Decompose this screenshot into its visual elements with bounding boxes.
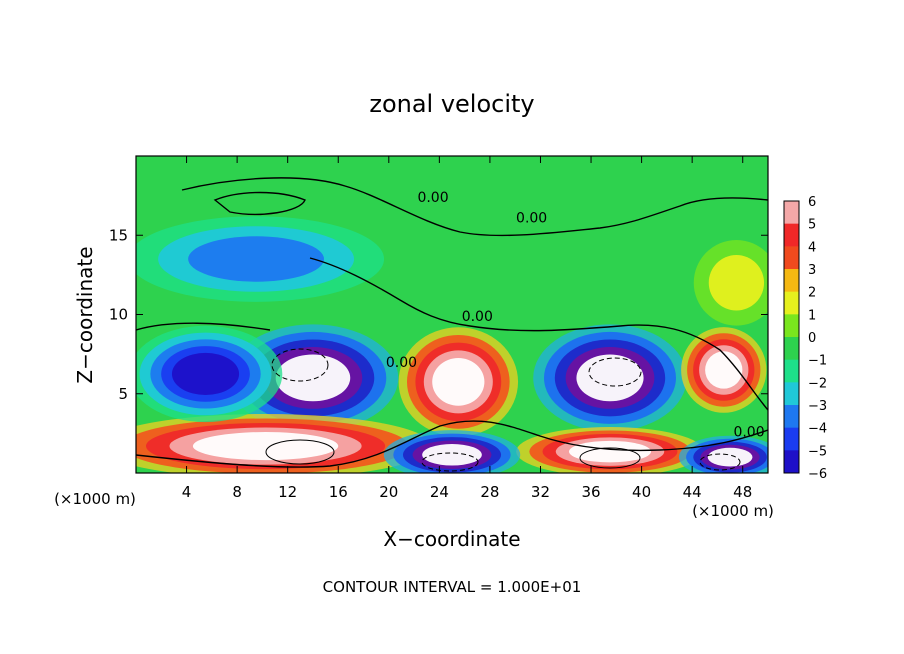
colorbar-swatch: [784, 246, 799, 270]
colorbar-swatch: [784, 291, 799, 315]
x-tick-label: 12: [278, 483, 297, 501]
zero-contour-line: [181, 177, 768, 237]
chart-title: zonal velocity: [369, 90, 534, 118]
x-tick-label: 44: [683, 483, 702, 501]
velocity-feature: [681, 327, 767, 413]
colorbar-tick-label: 4: [808, 240, 816, 255]
x-tick-label: 8: [232, 483, 242, 501]
contour-label: 0.00: [417, 190, 448, 206]
zero-contours: [136, 177, 768, 472]
velocity-feature: [678, 435, 768, 473]
colorbar-tick-label: 1: [808, 308, 816, 323]
y-tick-label: 5: [118, 385, 128, 403]
feature-level: [568, 440, 652, 463]
feature-level: [576, 354, 644, 402]
y-tick-label: 10: [109, 306, 128, 324]
colorbar-tick-label: 3: [808, 263, 816, 278]
x-tick-label: 40: [632, 483, 651, 501]
feature-level: [708, 255, 765, 311]
feature-level: [422, 444, 482, 466]
contour-label: 0.00: [516, 211, 547, 227]
colorbar-swatch: [784, 382, 799, 406]
plot-area: 0.00 0.00 0.00 0.00 0.00: [135, 155, 769, 474]
velocity-feature: [136, 216, 385, 302]
colorbar-swatch: [784, 405, 799, 429]
velocity-feature: [227, 324, 399, 432]
x-tick-label: 36: [581, 483, 600, 501]
x-axis: 4 8 12 16 20 24 28 32 36 40 44 48: [182, 156, 752, 501]
x-axis-label: X−coordinate: [383, 527, 520, 551]
x-unit-left: (×1000 m): [54, 490, 136, 508]
zero-contour-line: [213, 191, 306, 216]
x-tick-label: 20: [379, 483, 398, 501]
x-tick-label: 48: [733, 483, 752, 501]
colorbar-swatch: [784, 314, 799, 338]
contour-label: 0.00: [386, 355, 417, 371]
colorbar-tick-label: 5: [808, 218, 816, 233]
x-tick-label: 24: [430, 483, 449, 501]
colorbar-tick-label: 2: [808, 286, 816, 301]
feature-level: [432, 358, 485, 406]
contour-labels: 0.00 0.00 0.00 0.00 0.00: [386, 190, 765, 441]
colorbar-swatch: [784, 269, 799, 293]
x-tick-label: 4: [182, 483, 192, 501]
negative-contour-line: [271, 348, 329, 382]
zero-contour-line: [309, 257, 768, 411]
negative-contour-line: [699, 453, 741, 471]
colorbar-tick-label: 0: [808, 331, 816, 346]
velocity-feature: [383, 430, 521, 473]
colorbar-swatch: [784, 201, 799, 225]
colorbar-frame: [783, 200, 800, 474]
feature-level: [705, 351, 743, 389]
velocity-feature: [693, 240, 768, 326]
colorbar-swatch: [784, 359, 799, 383]
zero-contour-line: [136, 322, 271, 331]
x-tick-label: 32: [531, 483, 550, 501]
contour-interval-note: CONTOUR INTERVAL = 1.000E+01: [323, 578, 582, 596]
colorbar-tick-label: −5: [808, 444, 827, 459]
velocity-feature: [398, 327, 519, 437]
y-axis-label: Z−coordinate: [73, 246, 97, 383]
x-tick-label: 28: [480, 483, 499, 501]
colorbar-tick-label: −4: [808, 422, 827, 437]
y-axis: 5 10 15: [109, 226, 768, 403]
velocity-feature: [136, 325, 283, 423]
velocity-feature: [533, 324, 687, 432]
positive-contour-line: [265, 439, 335, 465]
positive-contour-line: [579, 447, 641, 469]
x-tick-label: 16: [329, 483, 348, 501]
contour-label: 0.00: [462, 309, 493, 325]
colorbar-tick-label: −2: [808, 376, 827, 391]
colorbar: 6 5 4 3 2 1 0 −1 −2 −3 −4 −5 −6: [783, 195, 827, 482]
colorbar-swatch: [784, 223, 799, 247]
velocity-field: [136, 216, 768, 473]
contour-label: 0.00: [733, 425, 764, 441]
colorbar-tick-label: −6: [808, 467, 827, 482]
feature-level: [188, 236, 325, 282]
x-unit-right: (×1000 m): [692, 502, 774, 520]
colorbar-swatch: [784, 450, 799, 474]
negative-contour-line: [588, 357, 642, 387]
negative-contour-line: [421, 452, 479, 472]
velocity-feature: [136, 413, 432, 473]
y-tick-label: 15: [109, 226, 128, 244]
feature-level: [171, 352, 240, 395]
colorbar-tick-label: −3: [808, 399, 827, 414]
feature-level: [275, 354, 351, 402]
colorbar-swatch: [784, 337, 799, 361]
colorbar-swatch: [784, 427, 799, 451]
feature-level: [192, 432, 339, 461]
colorbar-tick-label: 6: [808, 195, 816, 210]
velocity-feature: [516, 427, 704, 473]
colorbar-tick-label: −1: [808, 354, 827, 369]
feature-level: [707, 447, 753, 467]
